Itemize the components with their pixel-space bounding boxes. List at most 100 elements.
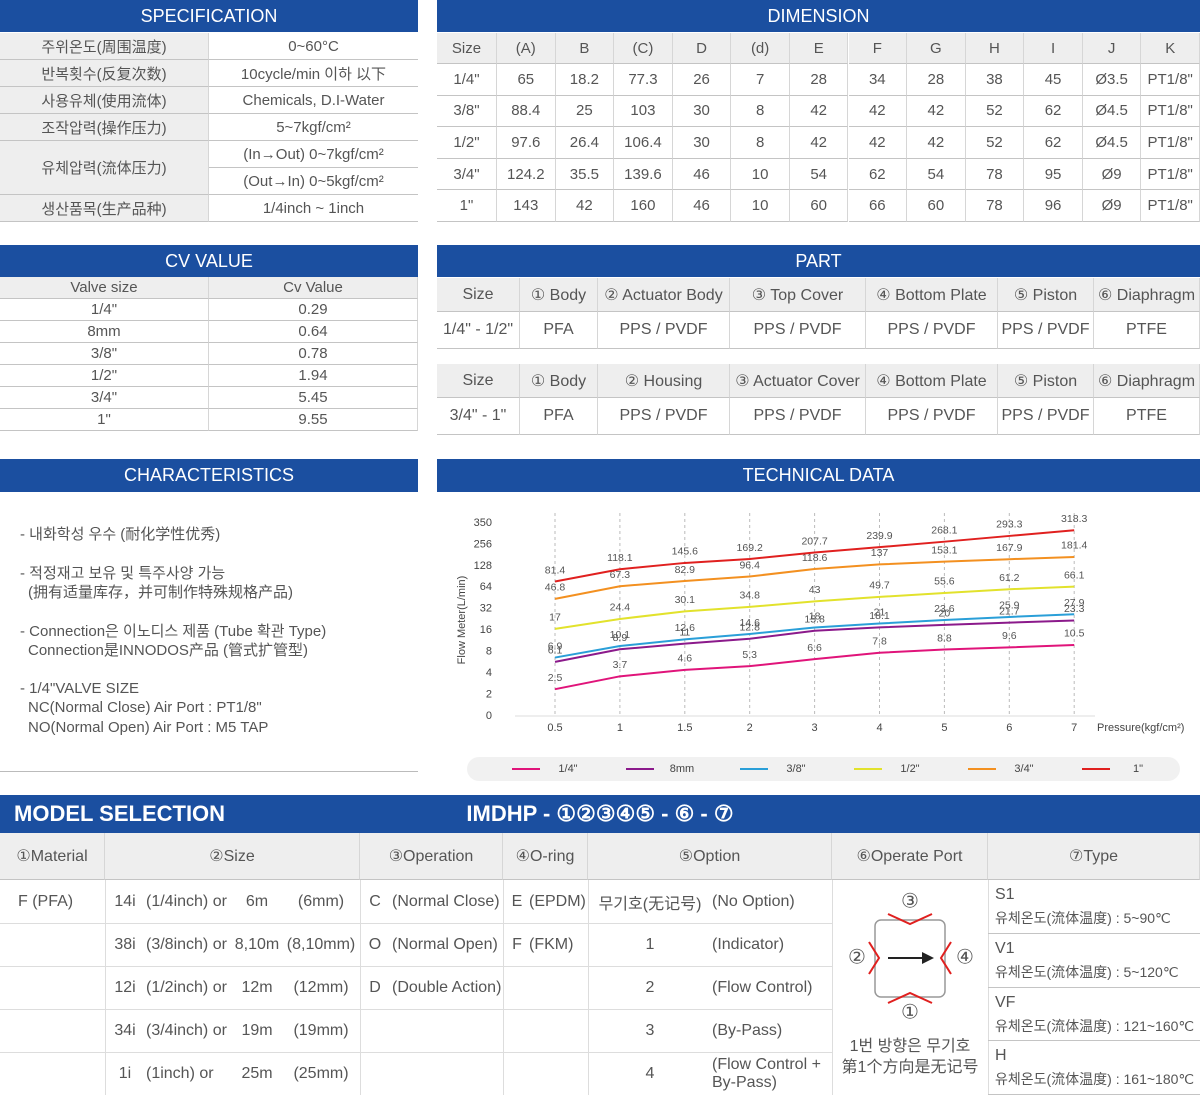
- dimension-cell: PT1/8": [1141, 95, 1200, 128]
- part-cell: PPS / PVDF: [730, 312, 866, 349]
- series-line: [554, 529, 1075, 583]
- part-cell: PPS / PVDF: [598, 312, 730, 349]
- part-header: ② Actuator Body: [598, 278, 730, 312]
- type-desc: 유체온도(流体温度) : 5~120℃: [995, 963, 1179, 980]
- column-divider: [588, 880, 589, 1095]
- option-code: 2: [645, 978, 655, 996]
- part-header: ⑤ Piston: [998, 278, 1094, 312]
- part-cell: 3/4" - 1": [437, 398, 520, 435]
- y-tick-label: 256: [474, 538, 492, 550]
- operation-code: D: [369, 978, 381, 996]
- dimension-cell: Ø3.5: [1082, 64, 1142, 96]
- dimension-cell: 78: [965, 158, 1025, 191]
- dimension-cell: 62: [1024, 127, 1083, 159]
- legend-label: 1": [1133, 763, 1143, 775]
- material-cell: F (PFA): [18, 892, 74, 910]
- data-label: 2.5: [548, 672, 563, 684]
- legend-label: 3/8": [786, 763, 805, 775]
- port-note: 第1个方向是无记号: [841, 1059, 979, 1076]
- part-cell: 1/4" - 1/2": [437, 312, 520, 349]
- o-ring-code: E: [511, 892, 523, 910]
- size-code: 38i: [114, 935, 136, 953]
- cv-cell: 3/4": [0, 387, 209, 409]
- dimension-header: (A): [497, 33, 556, 64]
- data-label: 239.9: [866, 530, 892, 542]
- x-tick-label: 3: [812, 722, 818, 734]
- dimension-header: H: [965, 33, 1025, 64]
- size-metric-code: 25m: [241, 1064, 273, 1082]
- data-label: 6.6: [807, 642, 822, 654]
- data-label: 11: [679, 626, 690, 638]
- dimension-cell: 62: [1024, 95, 1083, 128]
- data-label: 67.3: [610, 569, 631, 581]
- operation-code: O: [368, 935, 382, 953]
- dimension-cell: 28: [789, 64, 849, 96]
- dimension-cell: PT1/8": [1141, 127, 1200, 159]
- size-metric: (6mm): [297, 892, 345, 910]
- dimension-cell: 10: [731, 190, 790, 222]
- dimension-cell: 18.2: [555, 64, 615, 96]
- spec-label: 반복횟수(反复次数): [0, 60, 209, 87]
- spec-value: (Out→In) 0~5kgf/cm²: [209, 168, 418, 195]
- spec-value: Chemicals, D.I-Water: [209, 87, 418, 114]
- data-label: 4.6: [677, 653, 692, 665]
- model-header: ⑦Type: [988, 833, 1200, 880]
- dimension-cell: 42: [789, 95, 849, 128]
- cv-cell: 8mm: [0, 321, 209, 343]
- dimension-cell: 25: [555, 95, 615, 128]
- dimension-cell: 30: [672, 127, 732, 159]
- dimension-cell: Ø4.5: [1082, 95, 1142, 128]
- data-label: 10.1: [610, 629, 631, 641]
- dimension-cell: 7: [731, 64, 790, 96]
- dimension-cell: 42: [789, 127, 849, 159]
- spec-label: 생산품목(生产品种): [0, 195, 209, 222]
- model-header: ②Size: [105, 833, 360, 880]
- dimension-cell: 54: [907, 158, 966, 191]
- series-line: [554, 585, 1075, 630]
- size-inch: (1inch) or: [146, 1064, 214, 1082]
- type-code: H: [995, 1047, 1007, 1065]
- data-label: 23.3: [1064, 603, 1085, 615]
- dimension-header: (d): [731, 33, 790, 64]
- dimension-cell: 106.4: [614, 127, 673, 159]
- size-code: 12i: [114, 978, 136, 996]
- dimension-cell: 26: [672, 64, 732, 96]
- model-header: ④O-ring: [503, 833, 588, 880]
- spec-value: 0~60°C: [209, 33, 418, 60]
- part-header: ⑥ Diaphragm: [1094, 364, 1200, 398]
- part-header: Size: [437, 364, 520, 398]
- dimension-cell: 26.4: [555, 127, 615, 159]
- data-label: 9.6: [1002, 630, 1017, 642]
- dimension-cell: 1": [437, 190, 497, 222]
- dimension-cell: 8: [731, 127, 790, 159]
- data-label: 66.1: [1064, 569, 1085, 581]
- port-marker: [887, 991, 933, 1004]
- y-tick-label: 2: [486, 688, 492, 700]
- dimension-cell: 97.6: [497, 127, 556, 159]
- cv-cell: 1/4": [0, 299, 209, 321]
- legend-label: 3/4": [1014, 763, 1033, 775]
- size-inch: (1/2inch) or: [146, 978, 227, 996]
- divider: [0, 771, 418, 772]
- data-label: 145.6: [672, 546, 698, 558]
- cv-header: Cv Value: [209, 277, 418, 299]
- section-header: PART: [437, 245, 1200, 277]
- spec-label: 조작압력(操作压力): [0, 114, 209, 141]
- size-code: 14i: [114, 892, 136, 910]
- port-label: ②: [848, 946, 866, 968]
- spec-label: 사용유체(使用流体): [0, 87, 209, 114]
- dimension-cell: 124.2: [497, 158, 556, 191]
- dimension-cell: 160: [614, 190, 673, 222]
- series-line: [554, 643, 1075, 691]
- series-line: [554, 613, 1075, 659]
- spec-value: 5~7kgf/cm²: [209, 114, 418, 141]
- data-label: 81.4: [545, 564, 566, 576]
- dimension-cell: 30: [672, 95, 732, 128]
- cv-cell: 9.55: [209, 409, 418, 431]
- operation-desc: (Normal Open): [392, 935, 498, 953]
- column-divider: [988, 880, 989, 1095]
- port-label: ①: [901, 1001, 919, 1023]
- data-label: 6.9: [548, 640, 563, 652]
- dimension-cell: Ø9: [1082, 158, 1142, 191]
